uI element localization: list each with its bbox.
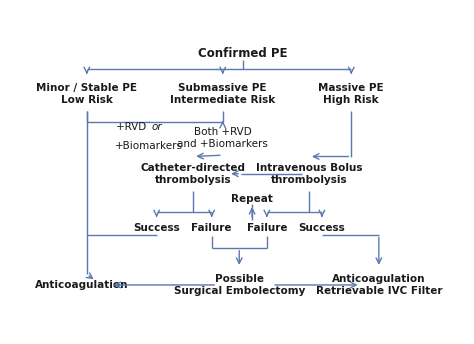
Text: +Biomarkers: +Biomarkers <box>115 141 183 151</box>
Text: or: or <box>151 122 162 132</box>
Text: Confirmed PE: Confirmed PE <box>198 47 288 60</box>
Text: Repeat: Repeat <box>231 194 273 204</box>
Text: Possible
Surgical Embolectomy: Possible Surgical Embolectomy <box>173 274 305 296</box>
Text: Minor / Stable PE
Low Risk: Minor / Stable PE Low Risk <box>36 84 137 105</box>
Text: Submassive PE
Intermediate Risk: Submassive PE Intermediate Risk <box>170 84 275 105</box>
Text: Failure: Failure <box>191 223 232 233</box>
Text: Anticoagulation: Anticoagulation <box>35 280 128 290</box>
Text: Massive PE
High Risk: Massive PE High Risk <box>319 84 384 105</box>
Text: Success: Success <box>299 223 345 233</box>
Text: Failure: Failure <box>246 223 287 233</box>
Text: Both +RVD
and +Biomarkers: Both +RVD and +Biomarkers <box>177 127 268 149</box>
Text: Anticoagulation
Retrievable IVC Filter: Anticoagulation Retrievable IVC Filter <box>316 274 442 296</box>
Text: Catheter-directed
thrombolysis: Catheter-directed thrombolysis <box>141 163 246 184</box>
Text: Success: Success <box>133 223 180 233</box>
Text: +RVD: +RVD <box>116 122 149 132</box>
Text: Intravenous Bolus
thrombolysis: Intravenous Bolus thrombolysis <box>256 163 362 184</box>
